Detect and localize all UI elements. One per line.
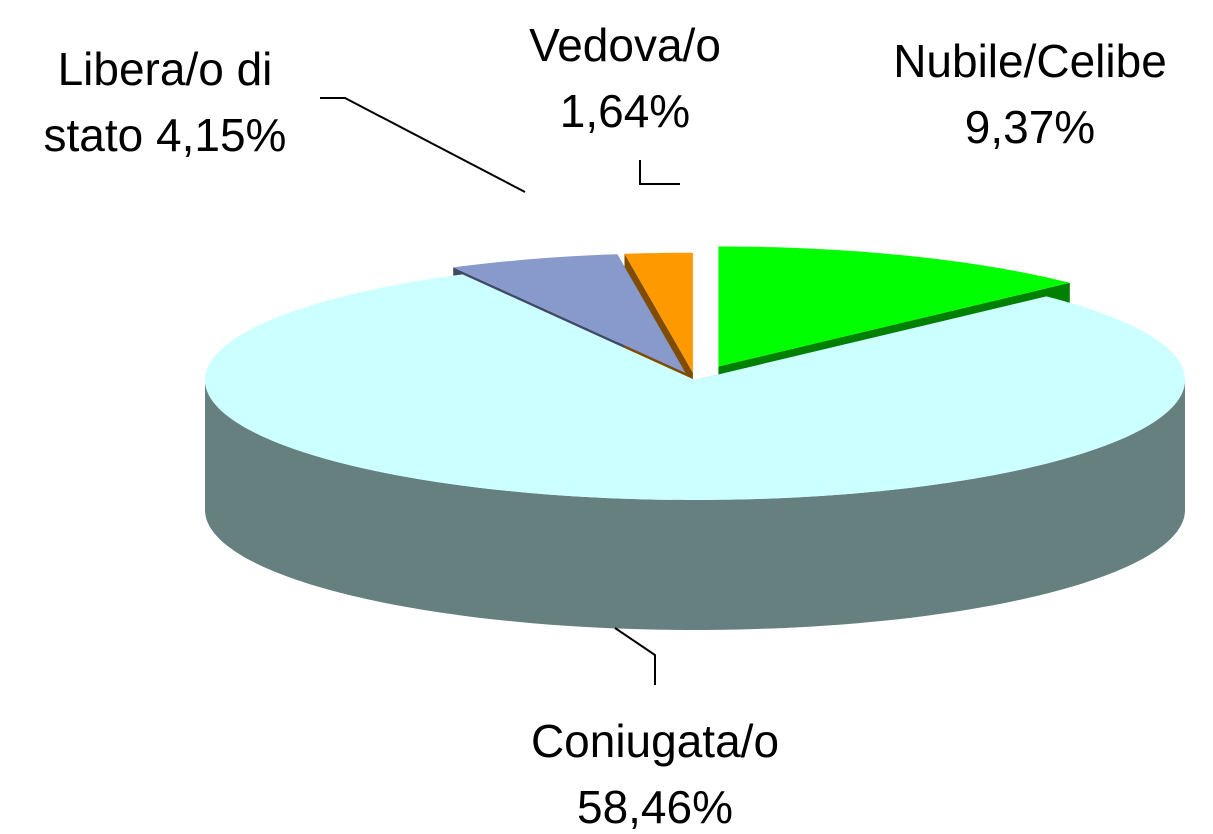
value-label: 4,15%	[156, 109, 287, 161]
category-label: Vedova/o	[529, 19, 721, 71]
category-label: Coniugata/o	[530, 715, 780, 767]
value-label: 58,46%	[576, 781, 733, 833]
leader-line	[614, 627, 656, 685]
value-label: 9,37%	[964, 101, 1096, 153]
slice	[453, 254, 686, 373]
slice-label: Coniugata/o 58,46%	[495, 708, 815, 834]
leader-line	[639, 160, 680, 185]
slice-side	[205, 380, 1185, 630]
slice	[205, 274, 1185, 500]
slice	[718, 246, 1070, 367]
slice-label: Nubile/Celibe 9,37%	[860, 28, 1200, 160]
category-label: Nubile/Celibe	[893, 35, 1167, 87]
slice	[624, 252, 693, 373]
leader-line	[320, 97, 526, 193]
value-label: 1,64%	[559, 85, 691, 137]
category-label: Libera/o di stato	[43, 43, 273, 161]
slice-label: Libera/o di stato 4,15%	[15, 36, 315, 168]
slice-label: Vedova/o 1,64%	[505, 12, 745, 144]
